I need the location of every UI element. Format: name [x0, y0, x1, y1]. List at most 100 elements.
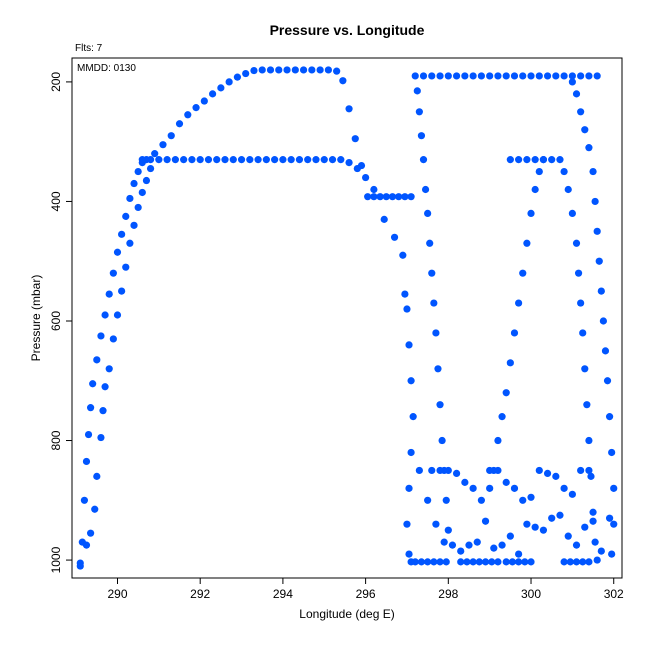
data-point	[585, 466, 593, 475]
y-axis-label: Pressure (mbar)	[29, 275, 43, 362]
data-point	[345, 158, 353, 167]
data-point	[82, 541, 91, 549]
data-point	[283, 66, 291, 74]
data-point	[109, 335, 117, 343]
data-point	[196, 156, 204, 164]
data-point	[593, 227, 601, 235]
data-point	[543, 72, 552, 80]
data-point	[291, 66, 299, 74]
plot-frame	[71, 57, 623, 579]
x-axis: 290 292 294 296 298 300 302	[107, 578, 624, 601]
data-point	[442, 558, 450, 566]
data-point	[233, 73, 242, 81]
date-annotation: MMDD: 0130	[77, 63, 136, 74]
x-tick-label: 298	[438, 587, 458, 601]
data-point	[556, 156, 564, 164]
data-point	[566, 558, 574, 566]
data-point	[151, 150, 159, 158]
data-point	[591, 197, 599, 206]
data-point	[308, 66, 316, 74]
data-point	[510, 329, 519, 337]
data-point	[577, 108, 585, 116]
chart-title: Pressure vs. Longitude	[270, 22, 425, 38]
data-point	[254, 156, 262, 164]
data-point	[409, 413, 417, 421]
data-point	[457, 547, 465, 555]
data-point	[610, 520, 618, 528]
data-point	[539, 526, 548, 534]
data-point	[506, 156, 514, 164]
data-point	[403, 520, 411, 528]
data-point	[568, 490, 576, 498]
data-point	[535, 72, 543, 80]
data-point	[583, 401, 591, 409]
data-point	[605, 413, 614, 421]
data-point	[502, 558, 510, 566]
data-point	[436, 466, 444, 475]
data-point	[407, 377, 415, 385]
data-point	[134, 167, 142, 176]
x-tick-label: 290	[107, 587, 127, 601]
data-point	[159, 141, 167, 149]
data-point	[440, 538, 448, 546]
data-point	[328, 156, 337, 164]
data-point	[589, 517, 597, 525]
data-point	[221, 156, 229, 164]
data-point	[200, 97, 208, 105]
data-point	[465, 541, 473, 549]
data-point	[527, 558, 535, 566]
data-point	[523, 520, 531, 528]
data-point	[572, 558, 581, 566]
data-point	[109, 269, 117, 277]
y-tick-label: 600	[49, 311, 63, 331]
data-point	[126, 194, 134, 203]
data-point	[432, 520, 440, 528]
data-point	[101, 383, 109, 391]
data-point	[312, 156, 320, 164]
data-point	[463, 558, 471, 566]
data-point	[192, 104, 200, 112]
data-point	[180, 156, 188, 164]
data-point	[424, 496, 432, 504]
data-point	[299, 66, 308, 74]
x-tick-label: 294	[273, 587, 293, 601]
data-point	[442, 496, 450, 504]
data-point	[405, 550, 413, 558]
data-point	[560, 167, 568, 176]
data-point	[87, 404, 95, 412]
data-point	[488, 558, 496, 566]
data-point	[411, 72, 419, 80]
data-point	[444, 526, 452, 534]
data-point	[438, 436, 446, 445]
data-point	[351, 135, 359, 143]
data-point	[527, 72, 535, 80]
data-point	[399, 251, 407, 259]
data-point	[523, 156, 531, 164]
data-point	[587, 472, 595, 480]
data-point	[80, 496, 89, 504]
data-point	[523, 239, 531, 247]
data-point	[364, 193, 372, 201]
data-point	[97, 332, 105, 340]
data-point	[469, 558, 477, 566]
data-point	[417, 132, 426, 140]
data-point	[337, 156, 345, 164]
y-axis: 200 400 600 800 1000	[49, 72, 72, 573]
data-point	[434, 365, 442, 373]
data-point	[597, 547, 605, 555]
data-point	[430, 299, 438, 307]
data-point	[593, 72, 601, 80]
x-tick-label: 292	[190, 587, 210, 601]
data-point	[452, 72, 461, 80]
data-point	[275, 66, 283, 74]
data-point	[548, 514, 556, 522]
flights-annotation: Flts: 7	[75, 43, 103, 54]
data-point	[461, 72, 469, 80]
data-point	[477, 496, 485, 504]
data-point	[295, 156, 304, 164]
data-point	[345, 105, 353, 113]
data-point	[494, 436, 502, 445]
data-point	[271, 156, 279, 164]
data-point	[134, 203, 142, 212]
data-point	[113, 311, 122, 319]
